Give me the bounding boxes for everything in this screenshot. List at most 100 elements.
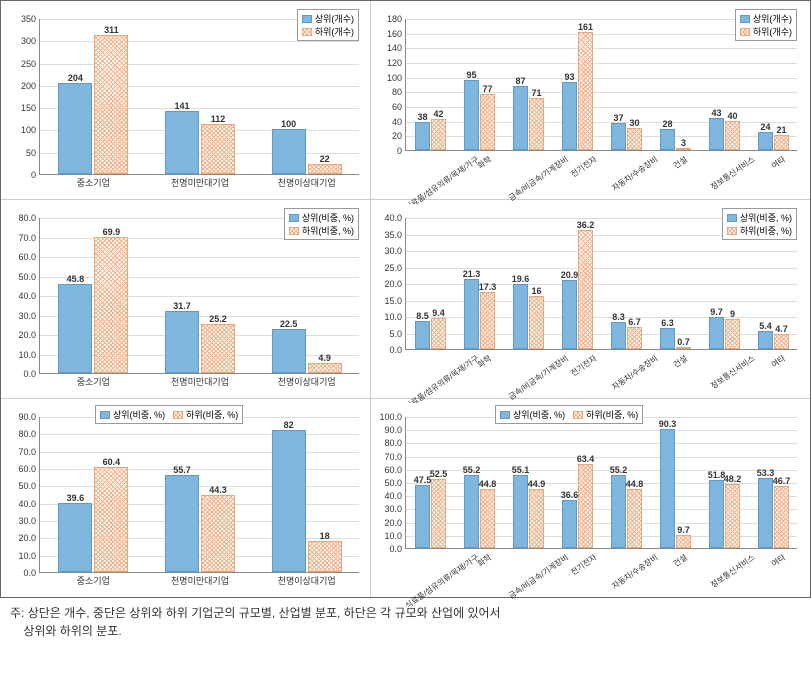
y-tick-label: 180 [387, 14, 406, 24]
y-tick-label: 350 [21, 14, 40, 24]
bar-value-label: 17.3 [479, 282, 497, 292]
bar-value-label: 71 [531, 88, 541, 98]
swatch-blue-icon [740, 15, 750, 23]
bar-lower: 9.4 [431, 318, 446, 349]
bar-value-label: 9.4 [432, 308, 445, 318]
bar-value-label: 20.9 [561, 270, 579, 280]
bar-lower: 52.5 [431, 479, 446, 548]
bar-value-label: 31.7 [173, 301, 191, 311]
bar-lower: 311 [94, 35, 128, 174]
cell-r2c2: 0.05.010.015.020.025.030.035.040.08.59.4… [371, 200, 810, 398]
bar-upper: 45.8 [58, 284, 92, 373]
bar-lower: 9.7 [676, 535, 691, 548]
bar-value-label: 30 [629, 118, 639, 128]
bar-value-label: 42 [433, 109, 443, 119]
bar-lower: 77 [480, 94, 495, 150]
bar-value-label: 55.2 [610, 465, 628, 475]
y-tick-label: 10.0 [384, 531, 406, 541]
legend-item: 상위(비중, %) [100, 408, 165, 421]
bar-upper: 82 [272, 430, 306, 572]
bar-upper: 19.6 [513, 284, 528, 349]
bar-value-label: 60.4 [103, 457, 121, 467]
legend-label: 상위(비중, %) [740, 211, 792, 224]
y-tick-label: 40.0 [384, 491, 406, 501]
bar-value-label: 55.7 [173, 465, 191, 475]
y-tick-label: 120 [387, 58, 406, 68]
bar-lower: 18 [308, 541, 342, 572]
x-tick-label: 천명이상대기업 [278, 375, 336, 388]
bar-value-label: 22 [320, 154, 330, 164]
bar-lower: 3 [676, 148, 691, 150]
bar-value-label: 100 [281, 119, 296, 129]
legend-item: 하위(개수) [740, 25, 792, 38]
caption-line1: 상단은 개수, 중단은 상위와 하위 기업군의 규모별, 산업별 분포, 하단은… [28, 606, 501, 620]
grid-row-1: 050100150200250300350204311중소기업141112천명미… [1, 1, 810, 200]
grid-line [40, 434, 359, 435]
y-tick-label: 5.0 [389, 329, 406, 339]
bar-value-label: 36.6 [561, 490, 579, 500]
y-tick-label: 50.0 [384, 478, 406, 488]
y-tick-label: 20 [392, 131, 406, 141]
y-tick-label: 60.0 [18, 252, 40, 262]
y-tick-label: 0 [397, 146, 406, 156]
bar-value-label: 25.2 [209, 314, 227, 324]
x-tick-label: 천명이상대기업 [278, 574, 336, 587]
bar-value-label: 55.2 [463, 465, 481, 475]
legend-item: 상위(비중, %) [289, 211, 354, 224]
bar-value-label: 44.8 [479, 479, 497, 489]
y-tick-label: 90.0 [384, 425, 406, 435]
bar-upper: 55.7 [165, 475, 199, 572]
swatch-orange-icon [740, 28, 750, 36]
y-tick-label: 35.0 [384, 230, 406, 240]
chart-grid: 050100150200250300350204311중소기업141112천명미… [0, 0, 811, 598]
x-tick-label: 천명이상대기업 [278, 176, 336, 189]
chart-legend: 상위(개수)하위(개수) [297, 9, 359, 41]
y-tick-label: 80.0 [18, 213, 40, 223]
swatch-orange-icon [727, 227, 737, 235]
grid-line [40, 277, 359, 278]
y-tick-label: 250 [21, 59, 40, 69]
bar-lower: 4.7 [774, 334, 789, 350]
bar-upper: 20.9 [562, 280, 577, 349]
bar-value-label: 22.5 [280, 319, 298, 329]
bar-value-label: 0.7 [677, 337, 690, 347]
bar-upper: 55.2 [464, 475, 479, 548]
x-tick-label: 중소기업 [77, 176, 110, 189]
legend-item: 상위(비중, %) [500, 408, 565, 421]
bar-value-label: 9 [730, 309, 735, 319]
bar-lower: 44.8 [480, 489, 495, 548]
y-tick-label: 100 [387, 73, 406, 83]
chart-r3c2: 0.010.020.030.040.050.060.070.080.090.01… [375, 403, 803, 593]
bar-value-label: 16 [531, 286, 541, 296]
bar-upper: 8.3 [611, 322, 626, 349]
legend-label: 상위(비중, %) [302, 211, 354, 224]
bar-lower: 69.9 [94, 237, 128, 373]
bar-value-label: 311 [104, 25, 119, 35]
bar-value-label: 63.4 [577, 454, 595, 464]
bar-value-label: 53.3 [757, 468, 775, 478]
bar-lower: 63.4 [578, 464, 593, 548]
y-tick-label: 20.0 [384, 279, 406, 289]
bar-upper: 47.5 [415, 485, 430, 548]
bar-value-label: 40 [727, 111, 737, 121]
bar-upper: 100 [272, 129, 306, 174]
caption-prefix: 주: [10, 606, 24, 620]
chart-r2c1: 0.010.020.030.040.050.060.070.080.045.86… [5, 204, 365, 394]
bar-value-label: 93 [564, 72, 574, 82]
bar-value-label: 44.3 [209, 485, 227, 495]
bar-lower: 112 [201, 124, 235, 174]
y-tick-label: 30.0 [384, 504, 406, 514]
legend-label: 하위(비중, %) [186, 408, 238, 421]
legend-label: 하위(비중, %) [586, 408, 638, 421]
bar-upper: 43 [709, 118, 724, 150]
bar-value-label: 55.1 [512, 465, 530, 475]
grid-row-3: 0.010.020.030.040.050.060.070.080.090.03… [1, 399, 810, 597]
x-tick-label: 금속/비금속/기계장비 [506, 353, 570, 403]
bar-value-label: 161 [578, 22, 593, 32]
chart-legend: 상위(개수)하위(개수) [735, 9, 797, 41]
legend-label: 상위(비중, %) [513, 408, 565, 421]
bar-upper: 21.3 [464, 279, 479, 349]
legend-item: 하위(비중, %) [289, 224, 354, 237]
x-tick-label: 천명미만대기업 [171, 176, 229, 189]
y-tick-label: 10.0 [384, 312, 406, 322]
